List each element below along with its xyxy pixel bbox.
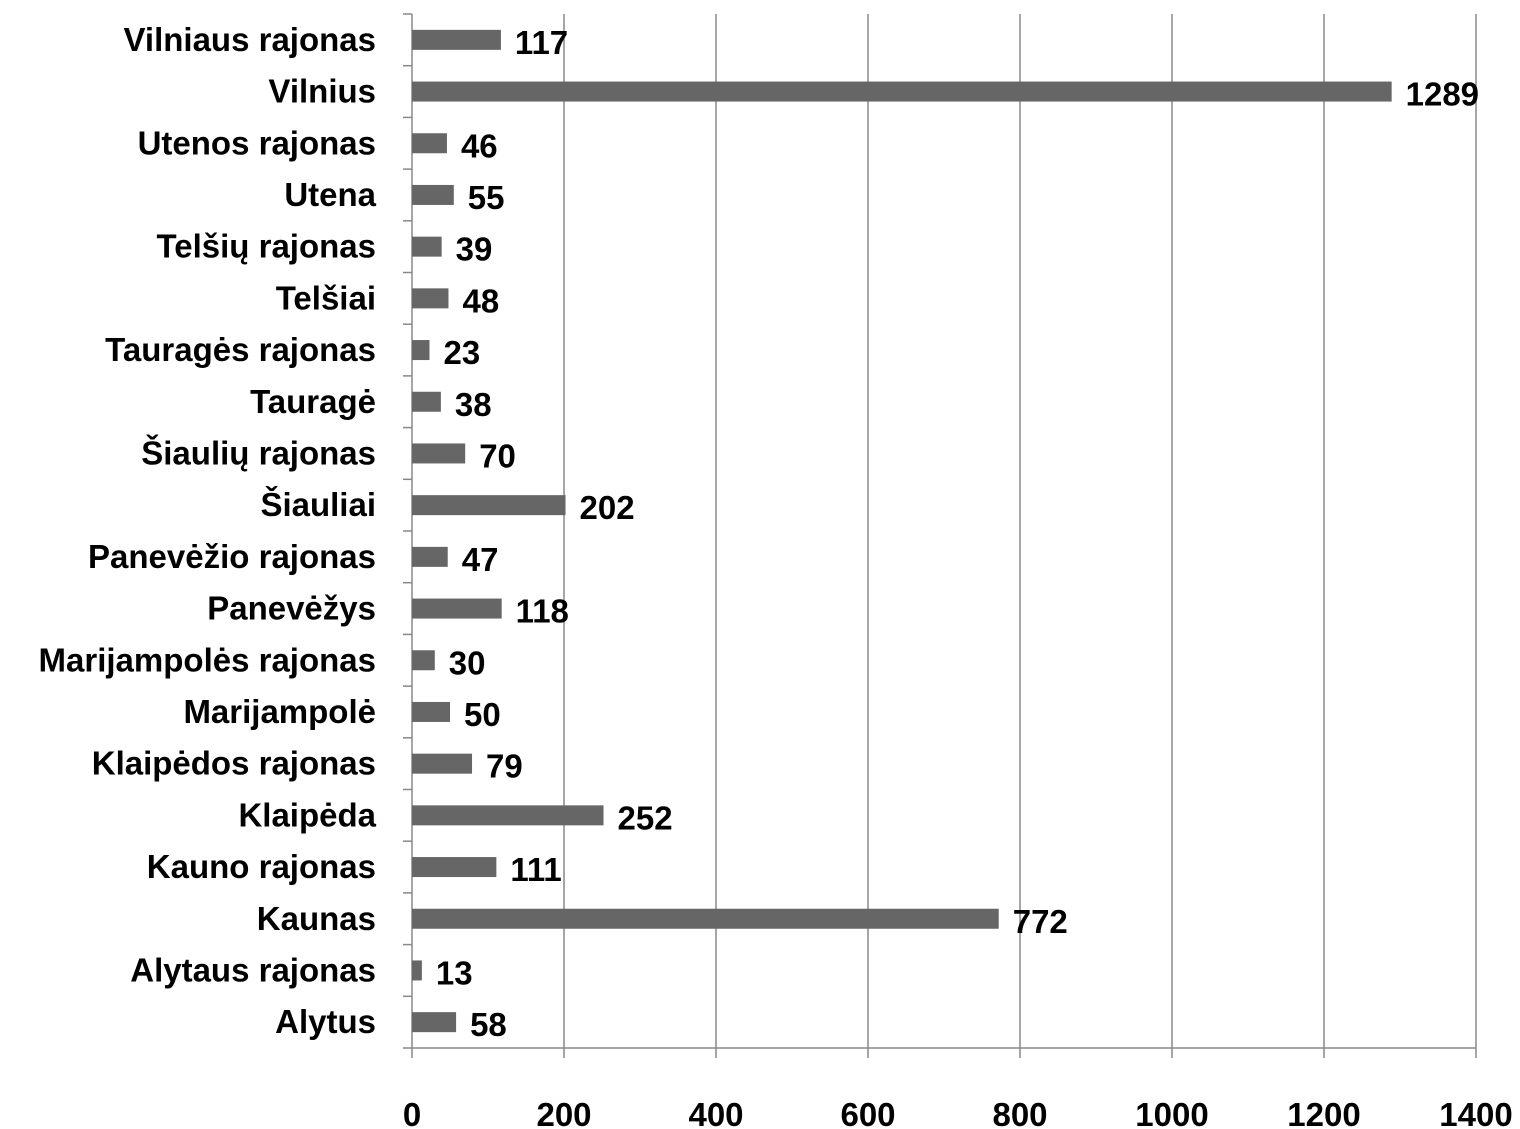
- value-label: 772: [1013, 903, 1068, 940]
- category-label: Klaipėdos rajonas: [92, 745, 376, 782]
- bar: [412, 650, 435, 671]
- value-label: 47: [462, 541, 499, 578]
- bar: [412, 701, 450, 722]
- bar: [412, 81, 1392, 102]
- category-label: Marijampolės rajonas: [39, 641, 376, 678]
- bar: [412, 288, 449, 309]
- category-label: Šiauliai: [260, 485, 376, 523]
- category-label: Kauno rajonas: [147, 848, 376, 885]
- bar: [412, 391, 441, 412]
- value-label: 38: [455, 386, 492, 423]
- category-label: Vilnius: [268, 73, 376, 110]
- category-label: Utenos rajonas: [138, 124, 376, 161]
- value-label: 79: [486, 748, 523, 785]
- grid-lines: [563, 14, 1477, 1048]
- category-label: Alytaus rajonas: [130, 951, 376, 988]
- x-tick-label: 1000: [1135, 1096, 1208, 1129]
- category-label: Vilniaus rajonas: [124, 21, 377, 58]
- bar: [412, 443, 466, 464]
- x-tick-label: 1200: [1287, 1096, 1360, 1129]
- bar: [412, 753, 473, 774]
- value-label: 111: [510, 851, 561, 888]
- bar: [412, 960, 422, 981]
- category-label: Telšių rajonas: [157, 228, 376, 265]
- x-tick-label: 200: [536, 1096, 591, 1129]
- value-label: 23: [443, 334, 480, 371]
- category-label: Telšiai: [276, 279, 376, 316]
- bar: [412, 495, 566, 516]
- bar: [412, 857, 497, 878]
- category-label: Marijampolė: [183, 693, 376, 730]
- value-label: 48: [462, 282, 499, 319]
- value-label: 39: [456, 231, 493, 268]
- value-label: 70: [479, 437, 516, 474]
- bar: [412, 236, 442, 257]
- category-label: Alytus: [275, 1003, 376, 1040]
- bars: [412, 29, 1392, 1033]
- category-label: Utena: [284, 176, 376, 213]
- x-tick-label: 400: [688, 1096, 743, 1129]
- category-label: Panevėžio rajonas: [88, 538, 376, 575]
- value-label: 58: [470, 1006, 507, 1043]
- category-label: Kaunas: [257, 900, 376, 937]
- value-label: 50: [464, 696, 501, 733]
- value-label: 1289: [1406, 76, 1479, 113]
- category-label: Panevėžys: [207, 590, 376, 627]
- category-label: Tauragė: [250, 383, 376, 420]
- value-label: 117: [515, 24, 568, 61]
- bar: [412, 546, 448, 567]
- x-tick-label: 600: [840, 1096, 895, 1129]
- x-tick-label: 800: [992, 1096, 1047, 1129]
- value-label: 202: [580, 489, 635, 526]
- labels: 0 200 400 600 800 1000 1200 1400 Vilniaus rajona…: [39, 21, 1513, 1129]
- value-label: 55: [468, 179, 505, 216]
- bar: [412, 908, 999, 929]
- bar: [412, 805, 604, 826]
- bar: [412, 184, 454, 205]
- bar: [412, 598, 502, 619]
- value-label: 252: [618, 799, 673, 836]
- category-label: Klaipėda: [238, 796, 376, 833]
- x-tick-label: 1400: [1439, 1096, 1512, 1129]
- bar: [412, 133, 447, 154]
- bar: [412, 29, 501, 50]
- category-label: Šiaulių rajonas: [141, 433, 376, 471]
- value-label: 30: [449, 644, 486, 681]
- value-label: 118: [516, 593, 569, 630]
- bar: [412, 1012, 457, 1033]
- value-label: 46: [461, 127, 498, 164]
- category-label: Tauragės rajonas: [105, 331, 376, 368]
- bar: [412, 340, 430, 361]
- value-label: 13: [436, 954, 473, 991]
- x-tick-label: 0: [403, 1096, 421, 1129]
